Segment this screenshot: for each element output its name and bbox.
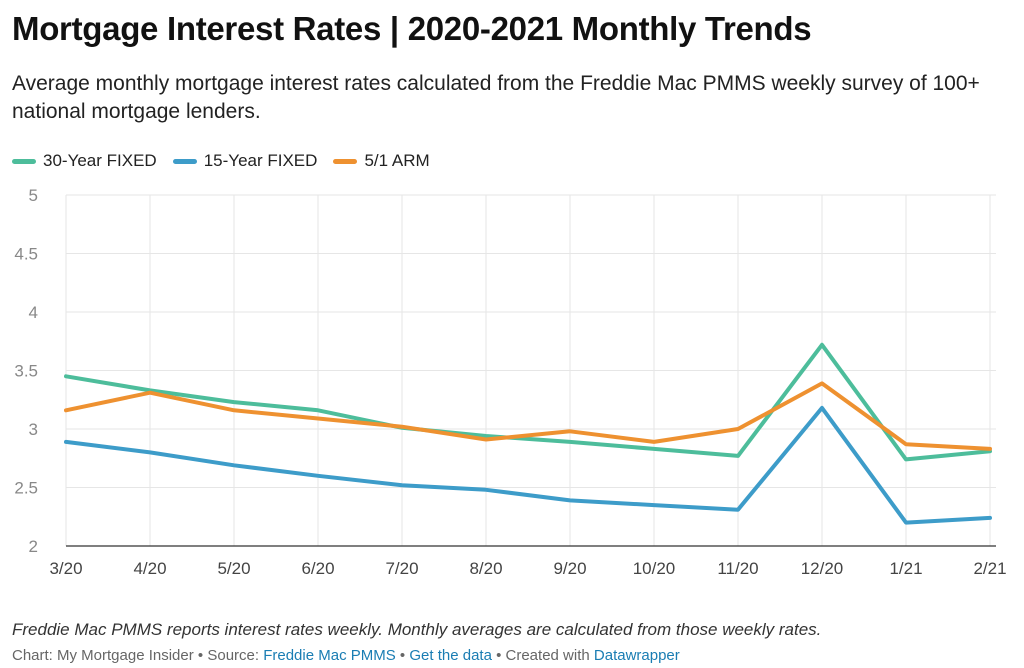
x-tick-label: 11/20: [717, 559, 758, 578]
chart-subtitle: Average monthly mortgage interest rates …: [12, 72, 980, 123]
series-line-5-1-arm: [64, 381, 992, 451]
legend-label-30-year-fixed: 30-Year FIXED: [43, 151, 157, 170]
x-tick-label: 4/20: [133, 559, 166, 578]
y-tick-label: 3.5: [14, 362, 38, 381]
x-tick-label: 3/20: [49, 559, 82, 578]
legend-item-5-1-arm: 5/1 ARM: [333, 151, 430, 171]
x-tick-label: 6/20: [301, 559, 334, 578]
y-tick-label: 4.5: [14, 245, 38, 264]
footer-source-label: Source:: [207, 647, 264, 664]
legend-swatch-5-1-arm: [333, 158, 358, 164]
y-tick-label: 2: [29, 537, 38, 556]
footer-source-link[interactable]: Freddie Mac PMMS: [263, 647, 396, 664]
legend-swatch-30-year-fixed: [12, 158, 36, 164]
chart-legend: 30-Year FIXED 15-Year FIXED 5/1 ARM: [12, 150, 446, 172]
footer-created-label: Created with: [505, 647, 594, 664]
chart-note: Freddie Mac PMMS reports interest rates …: [12, 620, 822, 639]
x-tick-label: 5/20: [217, 559, 250, 578]
chart-footer: Chart: My Mortgage Insider • Source: Fre…: [12, 647, 680, 664]
series-line-30-year-fixed: [64, 342, 992, 462]
legend-item-15-year-fixed: 15-Year FIXED: [172, 151, 318, 171]
y-tick-label: 4: [29, 303, 38, 322]
line-chart: 2 2.5 3 3.5 4 4.5 5 3/20 4/20 5/20 6/20 7/20 8/20 9/2…: [14, 186, 1006, 578]
y-tick-label: 2.5: [14, 479, 38, 498]
x-tick-label: 8/20: [469, 559, 502, 578]
legend-item-30-year-fixed: 30-Year FIXED: [12, 151, 157, 171]
x-tick-label: 10/20: [633, 559, 676, 578]
footer-separator: •: [193, 647, 208, 664]
x-tick-label: 9/20: [553, 559, 586, 578]
footer-datawrapper-link[interactable]: Datawrapper: [593, 647, 680, 664]
legend-label-5-1-arm: 5/1 ARM: [364, 151, 430, 170]
footer-get-data-link[interactable]: Get the data: [409, 647, 492, 664]
chart-title: Mortgage Interest Rates | 2020-2021 Mont…: [12, 10, 812, 47]
y-tick-label: 5: [29, 186, 38, 205]
y-tick-label: 3: [29, 420, 38, 439]
x-tick-label: 1/21: [889, 559, 922, 578]
x-tick-label: 12/20: [801, 559, 844, 578]
footer-chart-credit: Chart: My Mortgage Insider: [12, 647, 194, 664]
legend-label-15-year-fixed: 15-Year FIXED: [203, 151, 318, 170]
x-tick-label: 7/20: [385, 559, 418, 578]
legend-swatch-15-year-fixed: [172, 158, 197, 164]
x-tick-label: 2/21: [973, 559, 1006, 578]
footer-separator: •: [395, 647, 410, 664]
series-line-15-year-fixed: [64, 405, 992, 525]
footer-separator: •: [491, 647, 506, 664]
